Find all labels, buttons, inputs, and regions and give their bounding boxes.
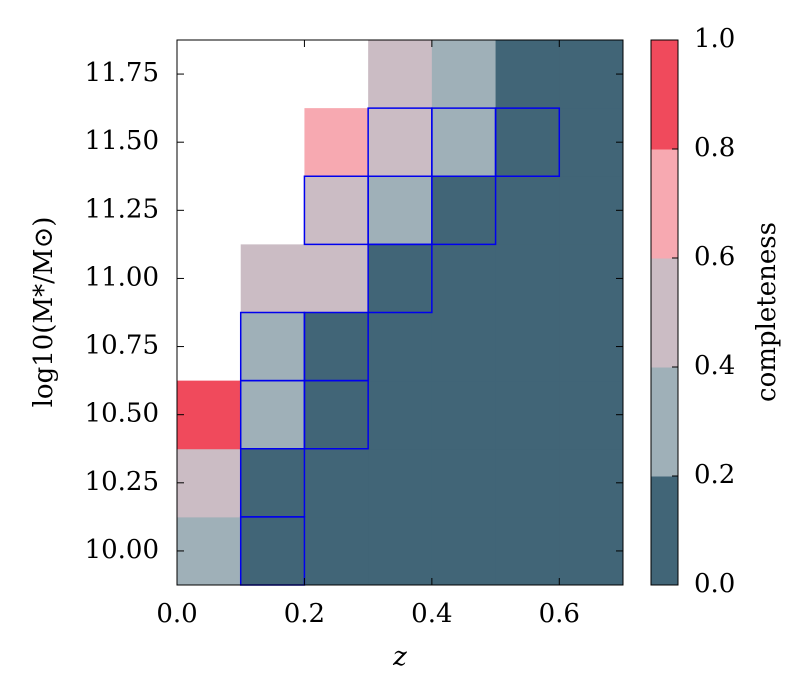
heatmap-cell — [559, 516, 624, 586]
colorbar-segment — [651, 149, 678, 259]
heatmap-cell — [559, 448, 624, 518]
y-tick-label: 11.50 — [85, 126, 159, 156]
colorbar-tick-label: 0.2 — [694, 460, 735, 490]
highlight-box — [494, 107, 561, 177]
x-tick-label: 0.4 — [411, 599, 452, 629]
heatmap-cell — [177, 380, 242, 450]
colorbar-tick-label: 0.4 — [694, 351, 735, 381]
heatmap-cell — [240, 516, 305, 586]
heatmap-cell — [495, 312, 560, 382]
heatmap-cell — [495, 108, 560, 177]
y-tick-label: 10.00 — [85, 535, 159, 565]
y-tick-label: 10.25 — [85, 467, 159, 497]
heatmap-cell — [495, 448, 560, 518]
x-tick-label: 0.0 — [156, 599, 197, 629]
heatmap-cell — [304, 448, 369, 518]
heatmap-cell — [368, 312, 433, 382]
heatmap-cell — [240, 380, 305, 450]
y-tick-label: 11.75 — [85, 58, 159, 88]
heatmap-cell — [559, 244, 624, 313]
heatmap-cell — [495, 516, 560, 586]
colorbar-label: completeness — [752, 222, 782, 402]
heatmap-cell — [304, 516, 369, 586]
x-tick-label: 0.2 — [284, 599, 325, 629]
heatmap-cell — [559, 108, 624, 177]
heatmap-cell — [431, 176, 497, 245]
colorbar-segment — [651, 476, 678, 586]
y-tick-label: 11.25 — [85, 194, 159, 224]
heatmap-cell — [304, 312, 369, 382]
heatmap-cell — [559, 312, 624, 382]
heatmap-cell — [368, 176, 433, 245]
heatmap-cell — [368, 244, 433, 313]
highlight-box — [303, 311, 369, 382]
plot-frame — [176, 39, 624, 586]
colorbar-segment — [651, 367, 678, 477]
y-tick-label: 11.00 — [85, 262, 159, 292]
heatmap-cell — [559, 380, 624, 450]
heatmap-cell — [368, 448, 433, 518]
heatmap-cell — [431, 244, 497, 313]
heatmap-cell — [431, 380, 497, 450]
heatmap-cell — [431, 516, 497, 586]
heatmap-cell — [304, 244, 369, 313]
y-tick-label: 10.75 — [85, 331, 159, 361]
heatmap-cell — [495, 380, 560, 450]
heatmap-cell — [368, 380, 433, 450]
heatmap-cell — [431, 108, 497, 177]
colorbar-tick-label: 0.0 — [694, 569, 735, 599]
heatmap-cell — [368, 516, 433, 586]
heatmap-cell — [177, 448, 242, 518]
y-axis-label: log10(M*/M⊙) — [29, 217, 59, 408]
heatmap-cell — [495, 176, 560, 245]
heatmap-cell — [240, 244, 305, 313]
heatmap-cell — [559, 40, 624, 109]
heatmap-cell — [368, 40, 433, 109]
heatmap-cell — [177, 516, 242, 586]
heatmap-cell — [368, 108, 433, 177]
colorbar-tick-label: 0.8 — [694, 133, 735, 163]
colorbar-tick-label: 1.0 — [694, 24, 735, 54]
heatmap-cell — [304, 108, 369, 177]
colorbar-segment — [651, 258, 678, 368]
heatmap-cell — [240, 448, 305, 518]
y-tick-label: 10.50 — [85, 399, 159, 429]
x-axis-label: z — [392, 642, 407, 672]
heatmap-cell — [431, 40, 497, 109]
heatmap-cell — [431, 312, 497, 382]
heatmap-cell — [559, 176, 624, 245]
heatmap-cell — [304, 380, 369, 450]
colorbar-segment — [651, 40, 678, 150]
heatmap-cell — [304, 176, 369, 245]
colorbar-tick-label: 0.6 — [694, 242, 735, 272]
heatmap-cell — [240, 312, 305, 382]
heatmap-cell — [431, 448, 497, 518]
x-tick-label: 0.6 — [539, 599, 580, 629]
colorbar-frame — [650, 39, 679, 586]
heatmap-cell — [495, 40, 560, 109]
heatmap-cell — [495, 244, 560, 313]
